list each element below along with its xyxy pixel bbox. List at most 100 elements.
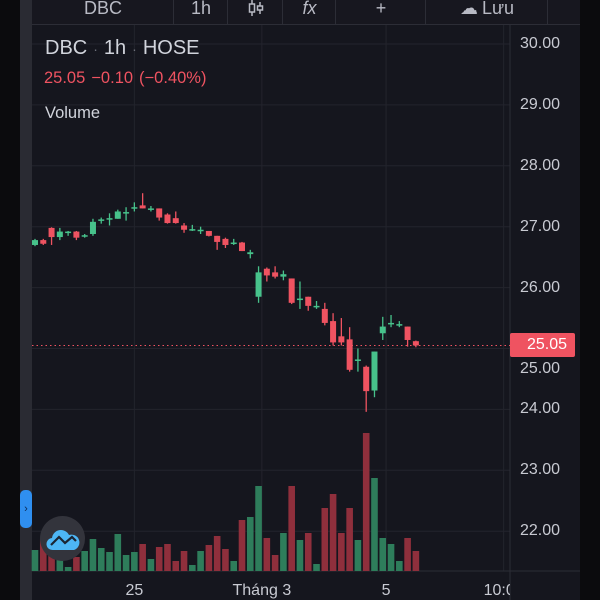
- candle-body: [214, 235, 221, 242]
- volume-bar: [213, 536, 221, 571]
- volume-bar: [31, 550, 39, 571]
- candle-body: [388, 322, 395, 325]
- chart-pane[interactable]: [32, 25, 580, 600]
- volume-bar: [73, 557, 80, 571]
- price-tick: 25.00: [520, 360, 561, 378]
- legend-interval: 1h: [103, 37, 127, 59]
- volume-bar: [81, 551, 88, 571]
- volume-bar: [387, 544, 395, 571]
- candle-body: [412, 341, 419, 346]
- volume-bar: [48, 555, 55, 571]
- legend-exchange: HOSE: [142, 37, 200, 59]
- volume-bar: [155, 547, 163, 571]
- volume-bar: [122, 555, 130, 571]
- volume-bar: [64, 567, 72, 571]
- volume-bar: [222, 549, 229, 571]
- candle-body: [305, 296, 312, 306]
- price-tick: 23.00: [520, 461, 561, 479]
- volume-bar: [106, 552, 113, 571]
- price-tick: 26.00: [520, 278, 561, 296]
- volume-bar: [238, 520, 246, 571]
- candle-body: [321, 308, 328, 323]
- cloud-chart-icon: [45, 529, 79, 550]
- indicators-button[interactable]: fx: [282, 0, 336, 24]
- volume-bar: [164, 544, 171, 571]
- candle-body: [313, 305, 320, 308]
- volume-bar: [39, 539, 47, 571]
- volume-bar: [97, 548, 105, 571]
- candle-body: [172, 218, 179, 224]
- candle-body: [205, 230, 212, 236]
- volume-bar: [271, 555, 279, 571]
- time-tick: 5: [381, 582, 391, 599]
- volume-bar: [288, 486, 295, 571]
- price-tick: 27.00: [520, 217, 561, 235]
- candle-body: [222, 238, 229, 245]
- candle-body: [32, 240, 38, 245]
- volume-bar: [197, 551, 204, 571]
- candle-body: [56, 231, 63, 238]
- volume-bar: [139, 544, 146, 571]
- save-label: Lưu: [481, 0, 515, 18]
- price-change-percent: (−0.40%): [139, 69, 207, 87]
- add-button[interactable]: +: [335, 0, 426, 24]
- candle-body: [98, 219, 105, 221]
- candle-body: [371, 351, 378, 391]
- candle-body: [404, 326, 411, 340]
- volume-bar: [296, 540, 304, 571]
- candle-body: [106, 218, 113, 220]
- candle-body: [114, 211, 121, 219]
- candle-body: [247, 252, 254, 255]
- price-change: −0.10: [91, 69, 134, 87]
- expand-sidebar-handle[interactable]: ›: [20, 490, 32, 528]
- candle-body: [164, 214, 171, 224]
- tradingview-logo-button[interactable]: [40, 516, 85, 561]
- cloud-icon: ☁: [459, 0, 478, 18]
- volume-bar: [172, 561, 180, 571]
- candle-body: [139, 205, 146, 209]
- interval-button[interactable]: 1h: [173, 0, 228, 24]
- volume-bar: [321, 508, 329, 571]
- volume-bar: [89, 539, 97, 571]
- volume-bar: [371, 478, 378, 571]
- candle-body: [396, 324, 403, 326]
- volume-bar: [180, 551, 188, 571]
- volume-bar: [147, 559, 155, 571]
- volume-bar: [230, 561, 238, 571]
- candle-body: [354, 359, 361, 361]
- candle-body: [272, 272, 279, 277]
- symbol-search-button[interactable]: DBC: [84, 0, 123, 18]
- candle-body: [263, 268, 270, 276]
- legend-title: DBC · 1h · HOSE: [45, 37, 200, 60]
- chevron-right-icon: ›: [24, 503, 28, 515]
- volume-bar: [263, 538, 271, 571]
- candle-body: [338, 336, 345, 343]
- candle-body: [230, 242, 237, 245]
- price-tick: 22.00: [520, 522, 561, 540]
- time-tick: 25: [125, 582, 144, 599]
- volume-bar: [255, 486, 262, 571]
- volume-bar: [205, 545, 213, 571]
- chart-type-button[interactable]: [227, 0, 283, 24]
- candle-body: [89, 221, 96, 235]
- candle-body: [81, 235, 88, 237]
- volume-bar: [404, 538, 411, 571]
- toolbar-more[interactable]: [547, 0, 581, 24]
- volume-legend[interactable]: Volume: [45, 104, 101, 122]
- candle-body: [40, 240, 47, 244]
- candle-body: [363, 366, 370, 392]
- last-price-label: 25.05: [510, 333, 575, 358]
- candle-body: [239, 242, 245, 252]
- candle-body: [189, 229, 196, 231]
- price-tick: 30.00: [520, 35, 561, 52]
- volume-bar: [354, 540, 362, 571]
- candle-body: [123, 212, 130, 214]
- candle-body: [65, 231, 72, 234]
- time-tick: 10:00: [483, 582, 524, 599]
- separator: ·: [93, 41, 98, 57]
- volume-bar: [56, 559, 64, 571]
- candle-body: [330, 321, 337, 343]
- save-button[interactable]: ☁ Lưu: [425, 0, 548, 24]
- volume-bar: [304, 533, 312, 571]
